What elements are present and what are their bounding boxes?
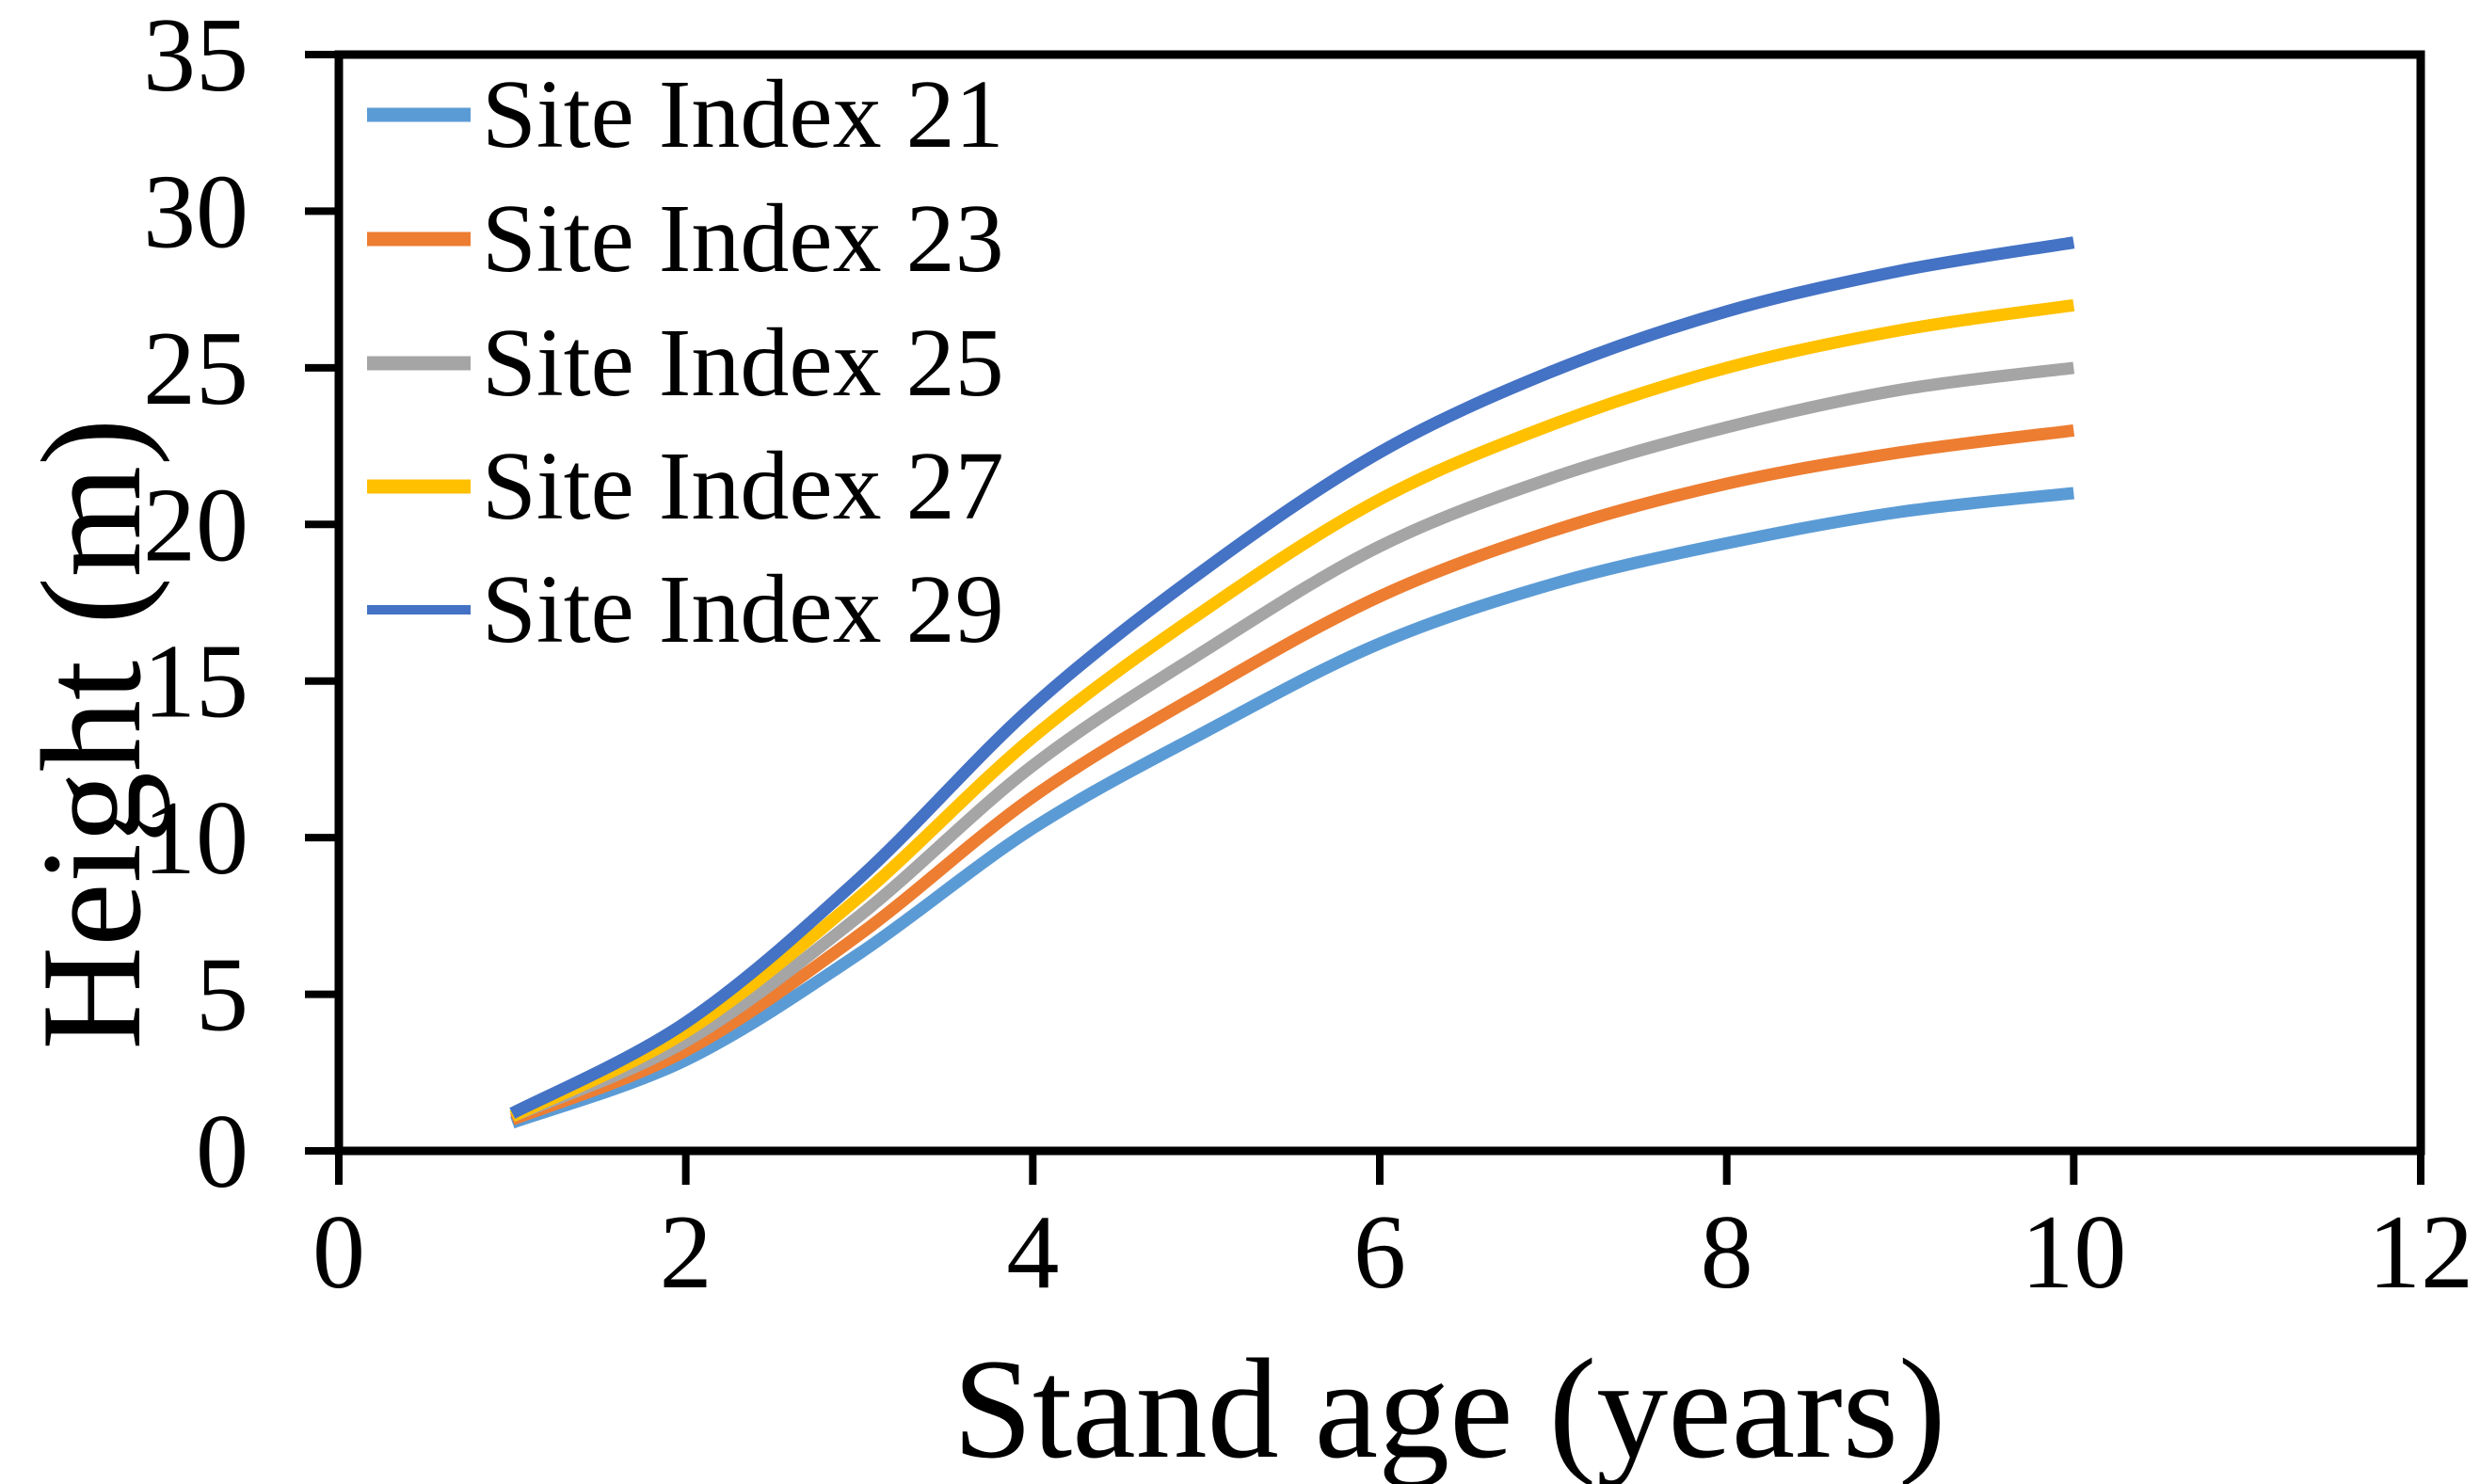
y-tick-label: 0 xyxy=(196,1093,248,1210)
y-tick-label: 15 xyxy=(143,624,248,741)
series-line-site-index-23 xyxy=(509,423,2075,1125)
y-tick-label: 30 xyxy=(143,153,248,270)
y-tick-label: 35 xyxy=(143,0,248,114)
x-tick-label: 10 xyxy=(2021,1194,2126,1311)
legend-label-site-index-27: Site Index 27 xyxy=(482,432,1004,540)
y-tick-label: 25 xyxy=(143,311,248,427)
y-tick-label: 5 xyxy=(196,937,248,1054)
series-line-site-index-27 xyxy=(509,298,2075,1123)
x-tick-label: 6 xyxy=(1353,1194,1406,1311)
legend-label-site-index-29: Site Index 29 xyxy=(482,555,1004,663)
x-tick-label: 12 xyxy=(2368,1194,2473,1311)
x-axis-title: Stand age (years) xyxy=(952,1330,1945,1484)
series-line-site-index-21 xyxy=(510,487,2074,1129)
series-lines xyxy=(509,236,2075,1129)
x-axis-ticks: 0 2 4 6 8 10 12 xyxy=(312,1151,2473,1311)
legend-label-site-index-23: Site Index 23 xyxy=(482,184,1004,293)
series-line-site-index-29 xyxy=(509,236,2075,1119)
x-tick-label: 8 xyxy=(1701,1194,1753,1311)
x-tick-label: 0 xyxy=(312,1194,365,1311)
x-tick-label: 2 xyxy=(660,1194,712,1311)
y-axis-title: Height (m) xyxy=(12,418,170,1049)
series-line-site-index-25 xyxy=(509,361,2075,1123)
legend-label-site-index-25: Site Index 25 xyxy=(482,309,1004,417)
y-tick-label: 10 xyxy=(143,780,248,897)
y-tick-label: 20 xyxy=(143,467,248,583)
y-axis-ticks: 0 5 10 15 20 25 30 35 xyxy=(143,0,339,1210)
x-tick-label: 4 xyxy=(1006,1194,1059,1311)
legend: Site Index 21 Site Index 23 Site Index 25 S… xyxy=(367,60,1004,663)
legend-label-site-index-21: Site Index 21 xyxy=(482,60,1004,168)
